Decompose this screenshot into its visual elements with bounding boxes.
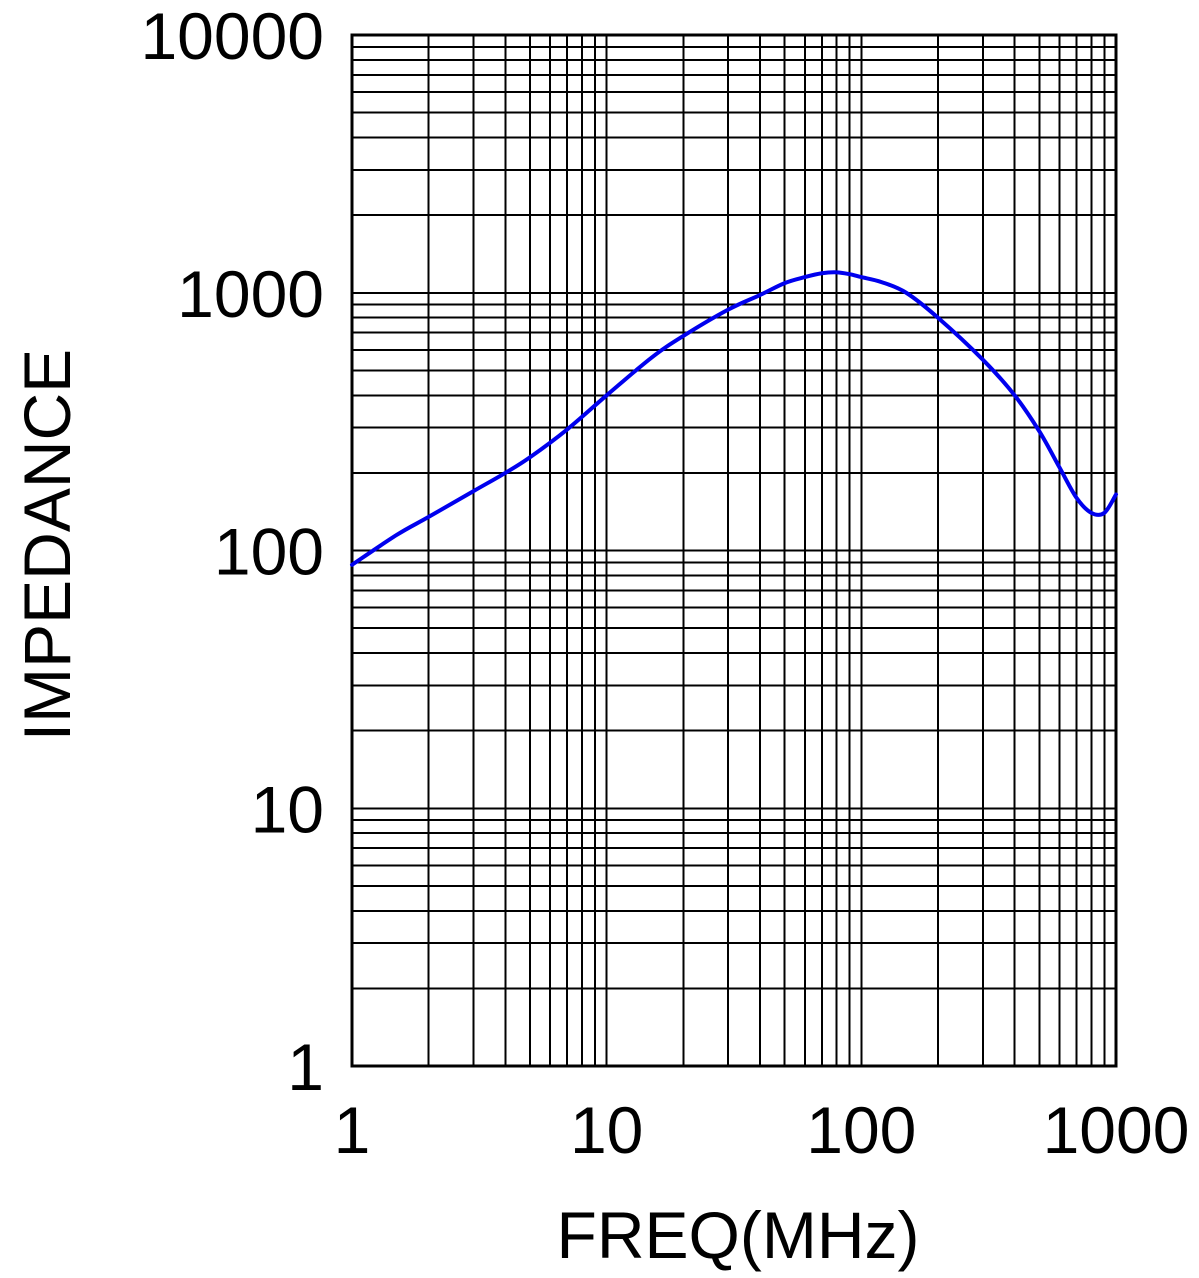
series-layer <box>350 270 1118 567</box>
y-tick-label: 10 <box>251 772 324 846</box>
impedance-series-line <box>350 270 1118 567</box>
x-tick-labels: 1 10 100 1000 <box>334 1093 1190 1167</box>
x-tick-label: 1 <box>334 1093 371 1167</box>
grid-layer <box>351 35 1116 1067</box>
y-tick-label: 100 <box>214 515 324 589</box>
y-tick-label: 10000 <box>140 0 324 73</box>
x-tick-label: 10 <box>570 1093 643 1167</box>
x-tick-label: 1000 <box>1043 1093 1190 1167</box>
x-tick-label: 100 <box>806 1093 916 1167</box>
plot-frame <box>350 33 1118 1068</box>
x-axis-title: FREQ(MHz) <box>557 1198 920 1272</box>
y-tick-label: 1 <box>287 1030 324 1104</box>
y-axis-title: IMPEDANCE <box>10 349 84 741</box>
y-tick-label: 1000 <box>177 257 324 331</box>
y-tick-labels: 1 10 100 1000 10000 <box>140 0 324 1104</box>
